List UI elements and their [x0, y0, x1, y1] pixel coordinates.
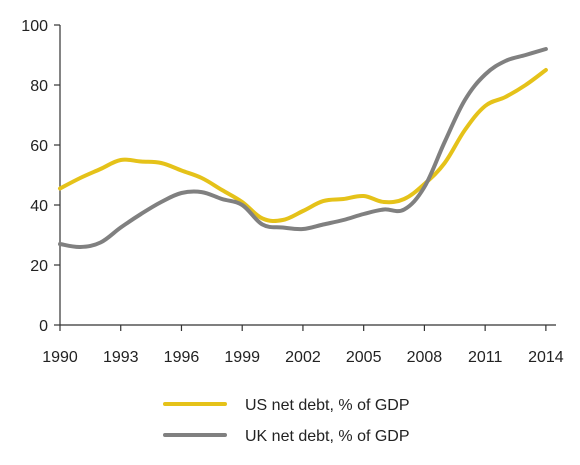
us-net-debt-line	[58, 68, 548, 223]
x-tick-label: 1990	[42, 349, 78, 366]
x-tick-label: 2005	[346, 349, 382, 366]
x-tick-label: 1996	[164, 349, 200, 366]
x-tick-label: 1999	[224, 349, 260, 366]
chart-axes	[59, 25, 556, 326]
y-tick-label: 40	[30, 198, 48, 215]
y-tick-label: 100	[21, 18, 48, 35]
y-tick-label: 80	[30, 78, 48, 95]
y-tick-label: 60	[30, 138, 48, 155]
y-axis-ticks: 0 20 40 60 80 100	[21, 18, 60, 335]
y-tick-label: 20	[30, 258, 48, 275]
chart-legend: US net debt, % of GDP UK net debt, % of G…	[163, 397, 410, 445]
x-tick-label: 2011	[468, 349, 503, 366]
us-net-debt-legend-label: US net debt, % of GDP	[245, 397, 410, 414]
x-tick-label: 2008	[407, 349, 443, 366]
x-tick-label: 2002	[285, 349, 321, 366]
uk-net-debt-line	[58, 47, 548, 250]
x-tick-label: 2014	[528, 349, 564, 366]
x-axis-ticks: 1990 1993 1996 1999 2002 2005 2008 2011 2014	[42, 325, 564, 366]
x-tick-label: 1993	[103, 349, 139, 366]
chart-series	[58, 47, 548, 250]
y-tick-label: 0	[39, 318, 48, 335]
uk-net-debt-legend-label: UK net debt, % of GDP	[245, 428, 410, 445]
